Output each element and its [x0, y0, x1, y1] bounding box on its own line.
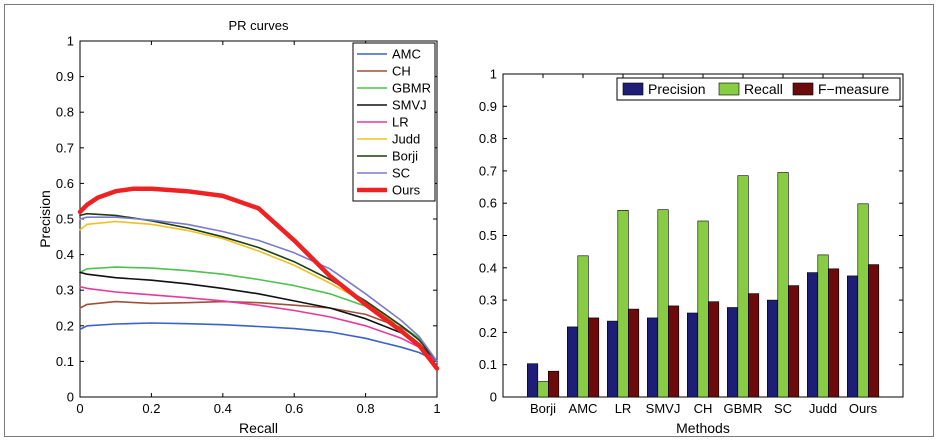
pr-y-tick-label: 0.5 [56, 212, 74, 227]
bar-recall-amc [577, 255, 589, 398]
bar-recall-sc [777, 172, 789, 398]
bar-x-tick-label: Borji [530, 401, 556, 416]
bar-recall-borji [537, 381, 549, 398]
bar-legend-swatch-2 [792, 82, 814, 96]
pr-x-tick-label: 1 [433, 401, 440, 416]
pr-y-axis-label: Precision [37, 190, 53, 248]
pr-curve-amc [79, 322, 438, 363]
pr-x-tick-label: 0.8 [357, 401, 375, 416]
pr-y-tick-label: 0.9 [56, 69, 74, 84]
bar-y-tick-label: 0 [490, 390, 497, 405]
bar-x-axis-label: Methods [676, 420, 730, 436]
pr-curve-lr [79, 285, 438, 363]
pr-legend-label-sc: SC [392, 166, 410, 181]
bar-x-tick-label: LR [615, 401, 632, 416]
bar-y-tick-label: 0.8 [479, 131, 497, 146]
pr-legend-label-gbmr: GBMR [392, 81, 431, 96]
pr-curve-borji [79, 212, 438, 363]
bar-y-tick-label: 0.5 [479, 228, 497, 243]
bar-fmeasure-ch [707, 301, 720, 398]
pr-chart-title: PR curves [229, 18, 289, 33]
pr-legend: AMC CH GBMR SMVJ LR Judd Borji SC Ours [352, 42, 436, 202]
bar-legend-swatch-1 [718, 82, 740, 96]
pr-y-tick-label: 0.2 [56, 318, 74, 333]
bar-x-tick-label: AMC [569, 401, 598, 416]
pr-y-tick-label: 0.7 [56, 140, 74, 155]
pr-x-tick-label: 0 [76, 401, 83, 416]
pr-x-tick-label: 0.2 [142, 401, 160, 416]
bar-precision-borji [526, 363, 539, 398]
bar-y-tick-label: 0.2 [479, 325, 497, 340]
pr-y-tick-label: 0.4 [56, 247, 74, 262]
bar-legend-swatch-0 [622, 82, 644, 96]
bar-x-tick-label: SMVJ [646, 401, 681, 416]
pr-y-tick-label: 1 [67, 34, 74, 49]
bar-precision-sc [766, 299, 779, 398]
pr-y-tick-label: 0.6 [56, 176, 74, 191]
bar-x-tick-label: SC [774, 401, 792, 416]
pr-y-tick-label: 0.1 [56, 354, 74, 369]
pr-y-tick-label: 0 [67, 390, 74, 405]
bar-y-tick-label: 0.1 [479, 357, 497, 372]
pr-curve-ch [79, 300, 438, 363]
bar-fmeasure-gbmr [747, 293, 760, 398]
bar-recall-ours [857, 203, 869, 398]
bar-legend-label-2: F−measure [818, 81, 889, 97]
bar-legend-label-0: Precision [648, 81, 706, 97]
bar-fmeasure-sc [787, 285, 800, 398]
pr-legend-label-ours: Ours [392, 183, 421, 198]
bar-legend-label-1: Recall [744, 81, 783, 97]
pr-y-tick-label: 0.8 [56, 105, 74, 120]
bar-y-tick-label: 0.9 [479, 99, 497, 114]
pr-y-tick-label: 0.3 [56, 283, 74, 298]
pr-chart: 0 0.2 0.4 0.6 0.8 1 0 0.1 0.2 0.3 0.4 0.5 0.6 0.7 0.8 0… [37, 18, 441, 436]
bar-y-tick-label: 0.6 [479, 196, 497, 211]
bar-fmeasure-amc [587, 317, 600, 398]
bar-recall-gbmr [737, 175, 749, 398]
bar-fmeasure-borji [547, 370, 560, 398]
pr-legend-label-smvj: SMVJ [392, 98, 427, 113]
bar-fmeasure-ours [867, 264, 880, 398]
bar-fmeasure-smvj [667, 305, 680, 398]
bar-y-tick-label: 0.3 [479, 293, 497, 308]
bar-precision-judd [806, 272, 819, 398]
bar-y-tick-label: 0.4 [479, 260, 497, 275]
pr-legend-label-borji: Borji [392, 149, 418, 164]
bar-y-tick-label: 1 [490, 67, 497, 82]
bar-legend: Precision Recall F−measure [616, 77, 901, 101]
pr-x-tick-label: 0.6 [285, 401, 303, 416]
bar-precision-ch [686, 312, 699, 398]
bar-precision-ours [846, 275, 859, 398]
bar-precision-smvj [646, 317, 659, 398]
bar-precision-gbmr [726, 307, 739, 398]
bar-precision-amc [566, 326, 579, 398]
bar-x-tick-label: Judd [809, 401, 837, 416]
pr-curve-sc [79, 216, 438, 363]
pr-x-tick-label: 0.4 [214, 401, 232, 416]
bar-fmeasure-judd [827, 268, 840, 398]
bar-legend-box [616, 77, 901, 101]
bar-x-tick-label: CH [694, 401, 713, 416]
pr-legend-label-judd: Judd [392, 132, 420, 147]
figure-frame [4, 4, 934, 437]
bar-x-tick-label: Ours [849, 401, 878, 416]
bar-precision-lr [606, 320, 619, 398]
pr-curve-ours [77, 186, 440, 371]
pr-x-axis-label: Recall [239, 420, 278, 436]
bar-recall-judd [817, 254, 829, 398]
bar-chart: 0 0.1 0.2 0.3 0.4 0.5 0.6 0.7 0.8 0.9 1 Borji AMC LR S… [479, 67, 904, 436]
bar-x-tick-label: GBMR [724, 401, 763, 416]
pr-legend-label-ch: CH [392, 64, 411, 79]
bar-recall-lr [617, 210, 629, 398]
pr-legend-label-amc: AMC [392, 47, 421, 62]
bar-recall-ch [697, 220, 709, 398]
pr-legend-label-lr: LR [392, 115, 409, 130]
bar-recall-smvj [657, 209, 669, 398]
bar-fmeasure-lr [627, 308, 640, 398]
bar-y-tick-label: 0.7 [479, 163, 497, 178]
